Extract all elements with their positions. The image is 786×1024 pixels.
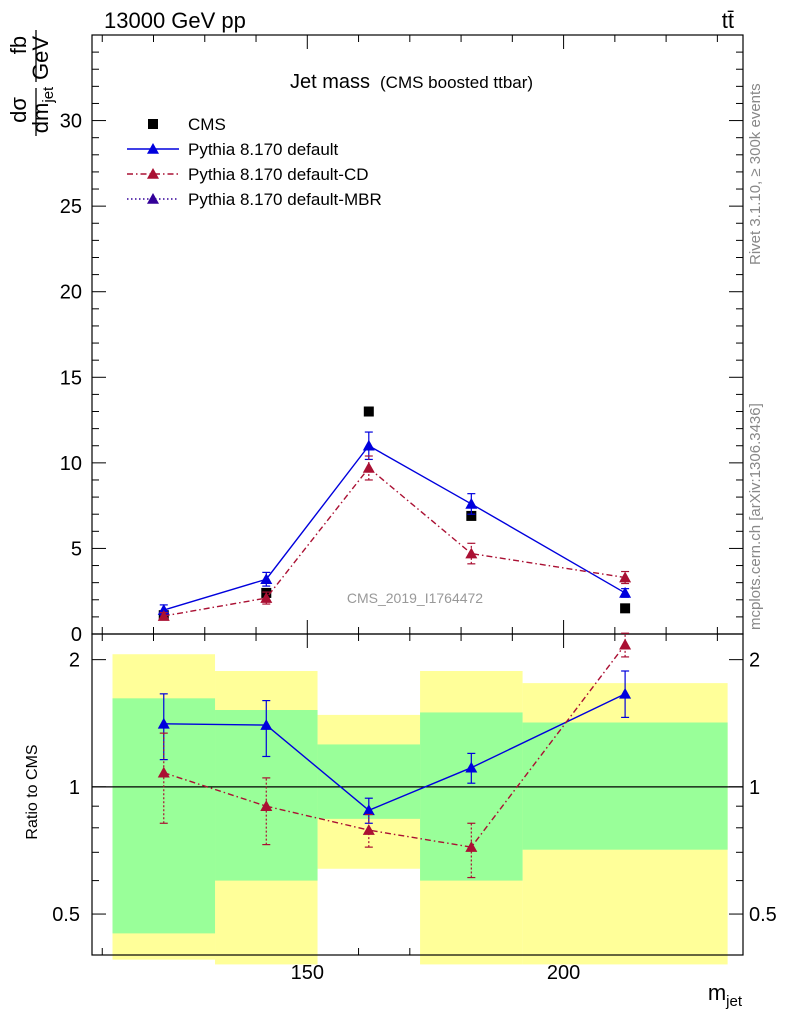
svg-text:dmjet: dmjet xyxy=(28,86,57,133)
legend-label-cms: CMS xyxy=(188,115,226,134)
main-y-tick-label: 30 xyxy=(60,111,82,133)
main-y-tick-label: 10 xyxy=(60,453,82,475)
ratio-point-pythia-8-170-default xyxy=(362,804,375,816)
main-y-tick-label: 5 xyxy=(71,538,82,560)
point-cms xyxy=(466,510,477,521)
point-pythia-8-170-default xyxy=(465,497,478,509)
main-panel: 0 5 10 15 20 25 30 xyxy=(60,34,744,955)
point-pythia-8-170-default-cd xyxy=(260,592,273,603)
ratio-frame xyxy=(91,633,744,956)
point-cms xyxy=(620,603,631,614)
ratio-y-tick-label: 1 xyxy=(749,777,760,799)
legend-label-pythia-8-170-default: Pythia 8.170 default xyxy=(188,140,339,159)
chart-title: Jet mass xyxy=(290,71,370,93)
chart-subtitle: (CMS boosted ttbar) xyxy=(380,73,533,92)
ratio-point-pythia-8-170-default-cd xyxy=(157,766,170,778)
ratio-y-label: Ratio to CMS xyxy=(24,744,41,839)
ratio-y-tick-label: 1 xyxy=(69,777,80,799)
ratio-point-pythia-8-170-default xyxy=(465,761,478,773)
legend-label-pythia-8-170-default-cd: Pythia 8.170 default-CD xyxy=(188,165,369,184)
point-pythia-8-170-default xyxy=(260,573,273,585)
point-pythia-8-170-default-cd xyxy=(465,547,478,559)
point-pythia-8-170-default-cd xyxy=(157,610,170,621)
ratio-y-tick-label: 2 xyxy=(749,650,760,672)
legend-marker-pythia-8-170-default-cd xyxy=(147,168,159,179)
x-tick-label: 200 xyxy=(547,962,580,984)
ratio-point-pythia-8-170-default-cd xyxy=(260,800,273,811)
svg-text:GeV: GeV xyxy=(28,36,53,80)
line-pythia-8-170-default-cd xyxy=(163,466,626,617)
ratio-point-pythia-8-170-default xyxy=(157,717,170,729)
ratio-line-pythia-8-170-default-cd xyxy=(163,644,626,848)
analysis-id: CMS_2019_I1764472 xyxy=(347,590,483,606)
point-cms xyxy=(363,406,374,417)
beam-label: 13000 GeV pp xyxy=(104,8,246,33)
point-pythia-8-170-default xyxy=(619,586,632,598)
ratio-band-inner xyxy=(420,712,523,881)
line-pythia-8-170-default xyxy=(163,444,626,611)
ratio-band-inner xyxy=(522,722,728,850)
point-pythia-8-170-default-cd xyxy=(619,571,632,583)
ratio-point-pythia-8-170-default xyxy=(260,719,273,730)
x-tick-label: 150 xyxy=(291,962,324,984)
main-y-tick-label: 15 xyxy=(60,367,82,389)
ratio-point-pythia-8-170-default-cd xyxy=(619,638,632,650)
ratio-y-tick-label: 2 xyxy=(69,650,80,672)
main-y-tick-label: 20 xyxy=(60,282,82,304)
ratio-point-pythia-8-170-default-cd xyxy=(465,841,478,852)
legend-label-pythia-8-170-default-mbr: Pythia 8.170 default-MBR xyxy=(188,190,382,209)
rivet-label: Rivet 3.1.10, ≥ 300k events xyxy=(747,83,764,265)
point-pythia-8-170-default xyxy=(362,439,375,451)
svg-text:fb: fb xyxy=(6,36,31,54)
legend-marker-pythia-8-170-default-mbr xyxy=(147,193,159,204)
main-y-axis-label: dσ dmjet fb GeV xyxy=(6,30,57,136)
x-axis-label: mjet xyxy=(708,980,743,1010)
ratio-point-pythia-8-170-default xyxy=(619,687,632,699)
legend-marker-pythia-8-170-default xyxy=(147,143,159,154)
ratio-y-tick-label: 0.5 xyxy=(52,904,80,926)
process-label: tt̄ xyxy=(722,8,734,33)
main-y-tick-label: 25 xyxy=(60,196,82,218)
point-pythia-8-170-default-cd xyxy=(362,461,375,473)
legend-marker-cms xyxy=(148,119,158,129)
title-main: Jet mass xyxy=(290,71,370,93)
mcplots-label: mcplots.cern.ch [arXiv:1306.3436] xyxy=(747,403,764,630)
ratio-point-pythia-8-170-default-cd xyxy=(362,824,375,835)
ratio-y-tick-label: 0.5 xyxy=(749,904,777,926)
legend: CMS Pythia 8.170 default Pythia 8.170 defa… xyxy=(127,115,382,209)
main-y-tick-label: 0 xyxy=(71,624,82,646)
ratio-panel: 150 200 0.5 0.5 1 1 2 2 xyxy=(52,632,777,984)
svg-text:dσ: dσ xyxy=(6,97,31,123)
